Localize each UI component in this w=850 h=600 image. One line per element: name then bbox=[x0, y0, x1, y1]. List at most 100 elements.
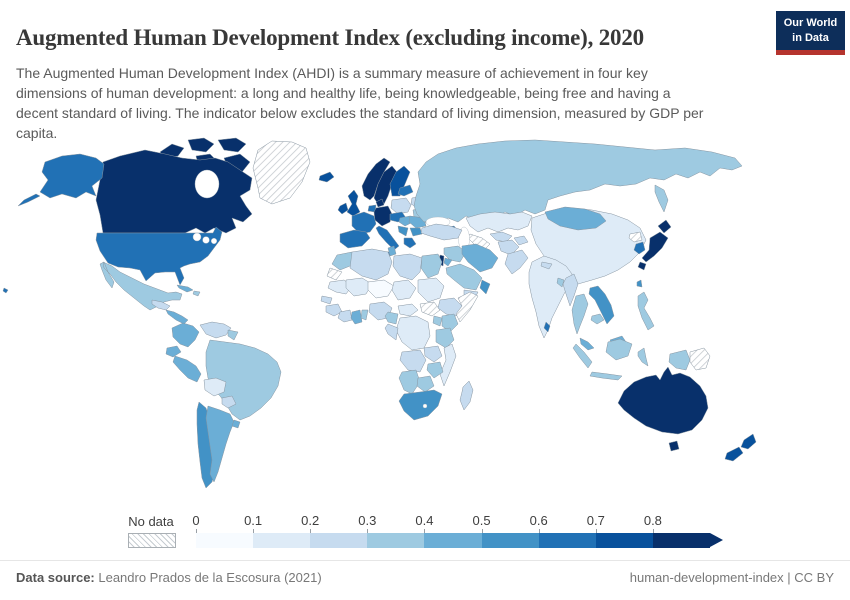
country-germany[interactable] bbox=[373, 205, 393, 227]
country-poland[interactable] bbox=[390, 197, 412, 215]
country-pakistan[interactable] bbox=[504, 249, 529, 275]
country-botswana[interactable] bbox=[416, 375, 435, 393]
country-drc[interactable] bbox=[395, 315, 431, 351]
country-papua-new-guinea[interactable] bbox=[689, 347, 711, 371]
footer-license-link[interactable]: human-development-index | CC BY bbox=[629, 570, 834, 585]
country-syria-iraq[interactable] bbox=[443, 245, 467, 263]
country-kenya[interactable] bbox=[441, 313, 459, 333]
legend-color-segment[interactable] bbox=[652, 533, 710, 548]
country-uruguay[interactable] bbox=[231, 419, 241, 429]
country-greece[interactable] bbox=[403, 237, 417, 249]
country-nepal[interactable] bbox=[540, 261, 553, 270]
legend-color-segment[interactable] bbox=[481, 533, 539, 548]
country-madagascar[interactable] bbox=[459, 380, 474, 411]
country-cameroon[interactable] bbox=[384, 311, 399, 325]
country-taiwan[interactable] bbox=[636, 279, 643, 288]
legend-color-segment[interactable] bbox=[253, 533, 311, 548]
country-libya[interactable] bbox=[392, 253, 423, 281]
country-hawaii[interactable] bbox=[2, 287, 9, 294]
country-uk[interactable] bbox=[346, 189, 361, 217]
country-bangladesh[interactable] bbox=[556, 277, 565, 288]
country-malawi-mozambique[interactable] bbox=[439, 343, 457, 387]
country-sri-lanka[interactable] bbox=[543, 321, 551, 333]
country-mongolia[interactable] bbox=[544, 206, 607, 231]
country-namibia[interactable] bbox=[398, 369, 421, 395]
country-senegal[interactable] bbox=[320, 295, 333, 305]
country-venezuela[interactable] bbox=[199, 321, 232, 339]
country-western-sahara[interactable] bbox=[326, 267, 343, 281]
country-kyrgyz-tajik[interactable] bbox=[513, 235, 529, 246]
country-ivory-coast[interactable] bbox=[337, 309, 353, 323]
legend-no-data-swatch[interactable] bbox=[128, 533, 176, 548]
country-balkans[interactable] bbox=[397, 225, 409, 237]
country-laos-vietnam[interactable] bbox=[588, 285, 615, 325]
country-mexico[interactable] bbox=[99, 261, 183, 311]
country-ecuador[interactable] bbox=[165, 345, 182, 358]
country-guinea[interactable] bbox=[325, 303, 343, 317]
country-hispaniola[interactable] bbox=[192, 290, 201, 297]
country-afghanistan[interactable] bbox=[497, 239, 520, 256]
country-france[interactable] bbox=[351, 211, 377, 235]
country-russia[interactable] bbox=[413, 139, 743, 225]
country-norway[interactable] bbox=[361, 157, 391, 201]
country-saudi-arabia[interactable] bbox=[445, 263, 483, 291]
country-zambia[interactable] bbox=[423, 345, 443, 363]
country-australia[interactable] bbox=[617, 366, 709, 452]
country-uganda[interactable] bbox=[432, 315, 443, 327]
legend-color-segment[interactable] bbox=[595, 533, 653, 548]
country-central-african-republic[interactable] bbox=[397, 303, 419, 317]
country-indonesia[interactable] bbox=[572, 338, 691, 381]
legend-color-segment[interactable] bbox=[196, 533, 254, 548]
country-turkey[interactable] bbox=[420, 223, 463, 241]
country-myanmar[interactable] bbox=[562, 273, 579, 307]
country-angola[interactable] bbox=[399, 349, 427, 373]
country-philippines[interactable] bbox=[637, 291, 655, 331]
country-india[interactable] bbox=[528, 255, 573, 339]
legend-color-segment[interactable] bbox=[424, 533, 482, 548]
country-usa[interactable] bbox=[95, 226, 223, 286]
country-new-zealand[interactable] bbox=[724, 433, 757, 462]
owid-logo[interactable]: Our World in Data bbox=[776, 11, 845, 55]
country-uzbekistan[interactable] bbox=[489, 231, 513, 243]
legend-color-segment[interactable] bbox=[310, 533, 368, 548]
country-cambodia[interactable] bbox=[590, 313, 605, 325]
country-south-africa[interactable] bbox=[398, 389, 443, 421]
country-chad[interactable] bbox=[391, 279, 417, 301]
country-north-korea[interactable] bbox=[628, 231, 643, 243]
country-bulgaria[interactable] bbox=[409, 227, 423, 237]
country-oman-uae[interactable] bbox=[479, 279, 491, 295]
country-zimbabwe[interactable] bbox=[426, 361, 444, 379]
country-ireland[interactable] bbox=[337, 202, 349, 215]
legend-color-segment[interactable] bbox=[538, 533, 596, 548]
country-tanzania[interactable] bbox=[435, 327, 455, 349]
country-nicaragua-panama[interactable] bbox=[165, 309, 189, 325]
country-jordan[interactable] bbox=[443, 257, 453, 267]
country-togo-benin[interactable] bbox=[360, 309, 369, 321]
country-kazakhstan[interactable] bbox=[465, 211, 533, 233]
country-iberia[interactable] bbox=[339, 229, 371, 249]
country-cuba[interactable] bbox=[176, 284, 194, 293]
country-bolivia[interactable] bbox=[203, 377, 227, 397]
country-denmark[interactable] bbox=[375, 198, 385, 208]
country-iceland[interactable] bbox=[318, 171, 335, 183]
country-argentina[interactable] bbox=[205, 405, 235, 483]
country-peru[interactable] bbox=[172, 355, 202, 383]
country-iran[interactable] bbox=[461, 243, 499, 273]
country-tunisia[interactable] bbox=[387, 245, 397, 257]
country-south-korea[interactable] bbox=[633, 241, 646, 255]
country-egypt[interactable] bbox=[420, 253, 443, 279]
country-sudan[interactable] bbox=[417, 277, 445, 303]
country-congo-gabon[interactable] bbox=[384, 323, 399, 341]
country-greenland[interactable] bbox=[252, 140, 311, 205]
country-thailand[interactable] bbox=[571, 293, 589, 335]
country-colombia[interactable] bbox=[171, 322, 200, 348]
legend-color-segment[interactable] bbox=[367, 533, 425, 548]
country-south-sudan[interactable] bbox=[419, 301, 441, 317]
country-somalia[interactable] bbox=[455, 291, 479, 323]
country-ethiopia[interactable] bbox=[437, 297, 463, 317]
country-algeria[interactable] bbox=[349, 248, 393, 281]
country-canada[interactable] bbox=[95, 149, 253, 234]
country-alaska[interactable] bbox=[17, 153, 105, 207]
country-paraguay[interactable] bbox=[221, 395, 237, 409]
country-japan[interactable] bbox=[637, 219, 672, 271]
